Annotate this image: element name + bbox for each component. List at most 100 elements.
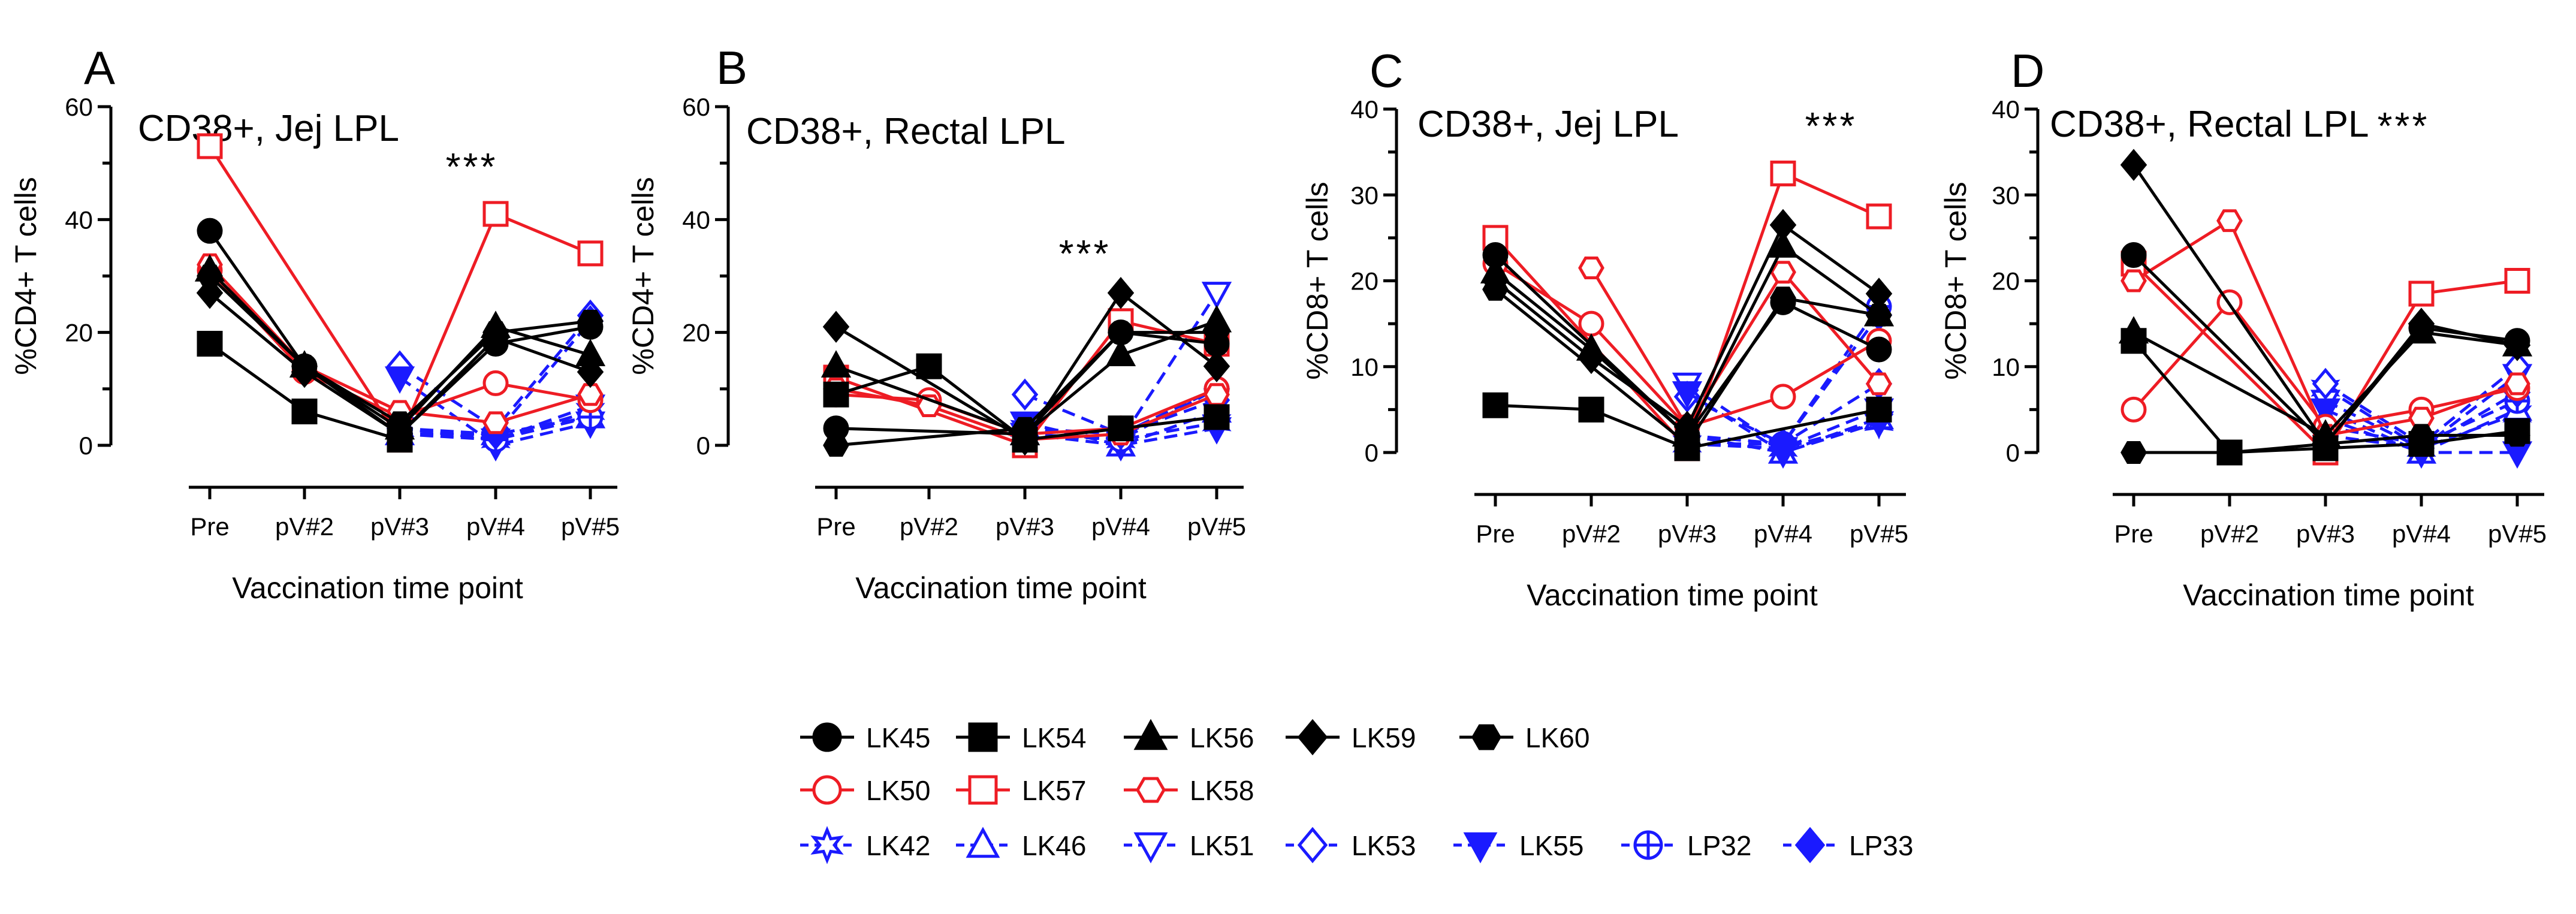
x-tick-label: pV#4 [2392, 520, 2451, 548]
data-point [1866, 303, 1892, 327]
legend: LK45 LK54 LK56 LK59 LK60 LK50 LK57 LK58 LK42 LK46… [800, 719, 1913, 864]
data-point [1866, 396, 1892, 423]
significance-stars: *** [446, 145, 498, 188]
y-tick-label: 30 [1992, 181, 2020, 209]
data-point [482, 201, 509, 227]
data-point [197, 331, 223, 357]
legend-label: LK57 [1022, 775, 1086, 806]
x-tick-label: pV#4 [466, 512, 525, 541]
legend-marker [1633, 830, 1663, 860]
data-point [1578, 257, 1604, 279]
legend-label: LK53 [1352, 830, 1416, 861]
series-line [400, 415, 591, 436]
data-point [1767, 230, 1799, 258]
series-line [1686, 382, 1880, 450]
data-point [577, 309, 604, 333]
data-point [1769, 427, 1797, 460]
data-point [2310, 398, 2341, 426]
panel-letter: C [1370, 44, 1403, 97]
series-line [1589, 267, 1880, 430]
data-point [821, 350, 852, 378]
x-tick-label: pV#2 [1562, 520, 1621, 548]
series-line [2325, 408, 2518, 454]
series-line [399, 415, 591, 442]
data-point [1201, 282, 1232, 309]
y-tick-label: 40 [1992, 95, 2020, 123]
x-tick-label: pV#5 [2488, 520, 2547, 548]
panel-letter: A [84, 41, 115, 94]
data-point [2120, 269, 2147, 292]
y-axis-label: %CD4+ T cells [626, 177, 660, 375]
data-point [2216, 441, 2243, 464]
data-point [1203, 321, 1230, 344]
legend-marker [1297, 826, 1328, 864]
legend-item-LK59: LK59 [1286, 719, 1416, 756]
x-tick-label: Pre [1476, 520, 1515, 548]
data-point [1203, 383, 1230, 406]
series-line [209, 263, 591, 424]
data-point [2504, 424, 2530, 447]
x-tick-label: pV#4 [1754, 520, 1812, 548]
x-axis-label: Vaccination time point [855, 571, 1147, 605]
data-point [1203, 350, 1230, 382]
x-tick-label: pV#5 [561, 512, 620, 541]
data-point [1770, 384, 1796, 410]
y-tick-label: 0 [696, 432, 710, 460]
legend-label: LK46 [1022, 830, 1086, 861]
legend-marker [1297, 719, 1328, 756]
legend-marker [812, 722, 842, 752]
data-point [197, 133, 223, 159]
data-point [1105, 339, 1136, 366]
y-tick-label: 20 [682, 319, 710, 347]
series-LK60 [823, 321, 1230, 457]
series-line [1495, 403, 1880, 450]
y-tick-label: 0 [2006, 439, 2020, 467]
legend-marker [1471, 724, 1501, 750]
series-LK60 [1482, 277, 1892, 456]
data-point [197, 218, 223, 244]
data-point [1866, 372, 1892, 396]
data-point [482, 370, 509, 396]
panel-A: A 0 20 40 60 Pre pV#2 pV#3 pV#4 pV#5 Vaccination t… [9, 41, 620, 605]
series-LK60 [2120, 424, 2530, 464]
y-tick-label: 10 [1992, 353, 2020, 381]
x-tick-label: pV#3 [2296, 520, 2355, 548]
panel-letter: D [2011, 44, 2044, 97]
data-point [2503, 329, 2531, 361]
data-point [1866, 336, 1892, 363]
legend-marker [1463, 832, 1498, 864]
y-tick-label: 0 [79, 432, 93, 460]
data-point [1482, 277, 1509, 301]
data-point [822, 310, 850, 343]
x-tick-label: pV#4 [1091, 512, 1150, 541]
legend-label: LP33 [1849, 830, 1913, 861]
data-point [1770, 286, 1796, 310]
legend-item-LK54: LK54 [956, 722, 1086, 753]
legend-marker [1136, 777, 1166, 803]
legend-label: LK51 [1190, 830, 1254, 861]
data-point [577, 383, 604, 406]
data-point [2408, 424, 2435, 447]
data-point [482, 411, 509, 435]
legend-label: LK60 [1525, 722, 1589, 753]
legend-label: LK59 [1352, 722, 1416, 753]
y-axis-label: %CD4+ T cells [9, 177, 43, 375]
series-line [2325, 399, 2518, 446]
legend-item-LP33: LP33 [1783, 826, 1913, 864]
legend-label: LK54 [1022, 722, 1086, 753]
series-line [209, 269, 591, 419]
y-axis-label: %CD8+ T cells [1301, 182, 1334, 379]
x-tick-label: pV#3 [370, 512, 429, 541]
data-point [1672, 381, 1703, 409]
x-tick-label: pV#5 [1187, 512, 1246, 541]
data-point [291, 399, 318, 424]
data-point [577, 240, 604, 267]
data-point [2120, 149, 2147, 181]
legend-item-LK42: LK42 [800, 826, 930, 864]
data-point [2408, 280, 2435, 307]
data-point [2120, 441, 2147, 464]
y-tick-label: 60 [682, 93, 710, 121]
panel-title: CD38+, Rectal LPL [746, 111, 1065, 152]
legend-item-LK46: LK46 [956, 826, 1086, 861]
